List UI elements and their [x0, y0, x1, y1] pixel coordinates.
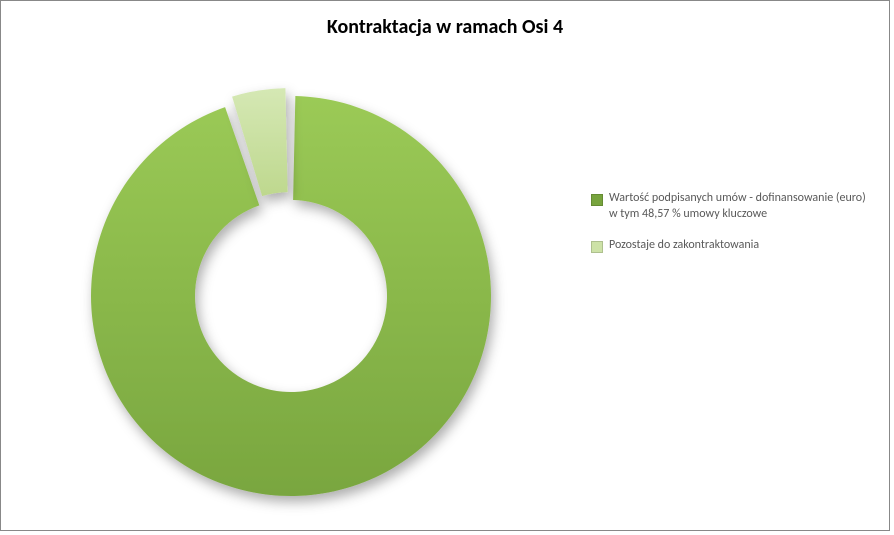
legend-marker-1 — [591, 241, 603, 253]
chart-frame: Kontraktacja w ramach Osi 4 Wartość podp… — [0, 0, 890, 531]
donut-chart — [61, 71, 521, 511]
donut-slice-0 — [91, 96, 491, 496]
legend-item-0: Wartość podpisanych umów - dofinansowani… — [591, 191, 871, 222]
legend-marker-0 — [591, 194, 603, 206]
legend-label-1: Pozostaje do zakontraktowania — [609, 238, 759, 254]
legend-item-1: Pozostaje do zakontraktowania — [591, 238, 871, 254]
donut-svg — [61, 71, 521, 521]
chart-title: Kontraktacja w ramach Osi 4 — [1, 15, 889, 39]
legend: Wartość podpisanych umów - dofinansowani… — [591, 191, 871, 270]
legend-label-0: Wartość podpisanych umów - dofinansowani… — [609, 191, 871, 222]
